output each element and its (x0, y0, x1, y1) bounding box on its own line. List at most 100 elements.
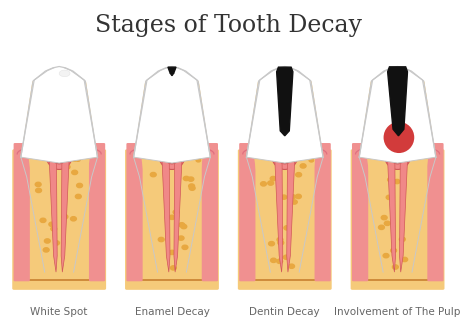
Polygon shape (21, 69, 98, 162)
Circle shape (72, 170, 78, 175)
Polygon shape (174, 160, 182, 272)
Circle shape (384, 221, 390, 225)
Ellipse shape (163, 142, 181, 164)
Circle shape (191, 154, 195, 158)
Circle shape (168, 147, 173, 150)
Circle shape (276, 164, 282, 169)
Circle shape (402, 257, 408, 262)
Circle shape (368, 148, 373, 152)
Circle shape (169, 250, 175, 255)
FancyBboxPatch shape (239, 143, 255, 281)
Circle shape (182, 245, 188, 249)
Polygon shape (254, 157, 315, 276)
Polygon shape (400, 160, 408, 272)
Circle shape (386, 195, 392, 199)
Circle shape (169, 215, 175, 219)
Polygon shape (359, 69, 436, 162)
FancyBboxPatch shape (315, 143, 331, 281)
Circle shape (309, 159, 314, 162)
Circle shape (298, 154, 302, 158)
FancyBboxPatch shape (238, 149, 332, 290)
Circle shape (383, 254, 389, 258)
Polygon shape (141, 157, 203, 276)
Circle shape (296, 173, 301, 177)
Ellipse shape (59, 70, 70, 77)
Circle shape (284, 226, 290, 230)
Circle shape (270, 176, 276, 181)
Circle shape (392, 265, 398, 269)
Circle shape (412, 151, 417, 155)
Circle shape (189, 184, 194, 188)
Circle shape (62, 214, 68, 219)
Circle shape (292, 158, 296, 161)
Circle shape (71, 157, 77, 161)
Circle shape (183, 148, 188, 151)
Circle shape (77, 183, 82, 188)
Polygon shape (134, 69, 210, 162)
Circle shape (171, 266, 176, 270)
Ellipse shape (50, 142, 68, 164)
Circle shape (73, 146, 77, 149)
FancyBboxPatch shape (428, 143, 444, 281)
Circle shape (277, 259, 283, 264)
Circle shape (307, 150, 311, 154)
Polygon shape (246, 66, 323, 163)
Circle shape (283, 255, 289, 260)
Circle shape (278, 240, 284, 245)
Circle shape (54, 241, 59, 245)
Polygon shape (367, 157, 428, 276)
Circle shape (259, 155, 263, 158)
Circle shape (150, 172, 156, 177)
Circle shape (396, 154, 401, 158)
Circle shape (176, 153, 181, 157)
Circle shape (49, 222, 55, 226)
Circle shape (302, 154, 307, 158)
Polygon shape (168, 67, 176, 73)
Circle shape (300, 164, 306, 168)
Text: White Spot: White Spot (30, 307, 88, 317)
Circle shape (295, 194, 301, 199)
Circle shape (76, 158, 80, 161)
Ellipse shape (46, 138, 73, 169)
Ellipse shape (276, 142, 294, 164)
FancyBboxPatch shape (12, 149, 106, 290)
Circle shape (391, 248, 397, 253)
Circle shape (272, 143, 276, 146)
Ellipse shape (384, 138, 411, 169)
Circle shape (35, 182, 41, 187)
Circle shape (294, 145, 299, 149)
Circle shape (189, 186, 195, 190)
Circle shape (418, 153, 422, 156)
FancyBboxPatch shape (125, 149, 219, 290)
Circle shape (75, 194, 81, 199)
Circle shape (179, 146, 183, 150)
Polygon shape (170, 73, 174, 76)
Text: Dentin Decay: Dentin Decay (249, 307, 320, 317)
Circle shape (281, 195, 287, 199)
Circle shape (71, 217, 76, 221)
Circle shape (180, 158, 184, 161)
Circle shape (280, 153, 285, 156)
Circle shape (38, 156, 43, 159)
FancyBboxPatch shape (14, 143, 30, 281)
Circle shape (394, 179, 400, 184)
Circle shape (67, 146, 72, 149)
Text: Involvement of The Pulp: Involvement of The Pulp (334, 307, 461, 317)
Circle shape (376, 151, 381, 154)
Polygon shape (49, 160, 57, 272)
Circle shape (188, 146, 192, 149)
Circle shape (179, 158, 183, 161)
Circle shape (271, 258, 276, 263)
Circle shape (197, 151, 202, 154)
Polygon shape (359, 66, 436, 163)
Circle shape (381, 215, 387, 220)
Polygon shape (162, 160, 170, 272)
Circle shape (264, 149, 269, 153)
Polygon shape (21, 66, 98, 163)
Circle shape (196, 159, 201, 162)
Polygon shape (388, 67, 408, 136)
Circle shape (179, 223, 185, 227)
Text: Enamel Decay: Enamel Decay (135, 307, 210, 317)
Circle shape (77, 147, 81, 150)
FancyBboxPatch shape (89, 143, 105, 281)
